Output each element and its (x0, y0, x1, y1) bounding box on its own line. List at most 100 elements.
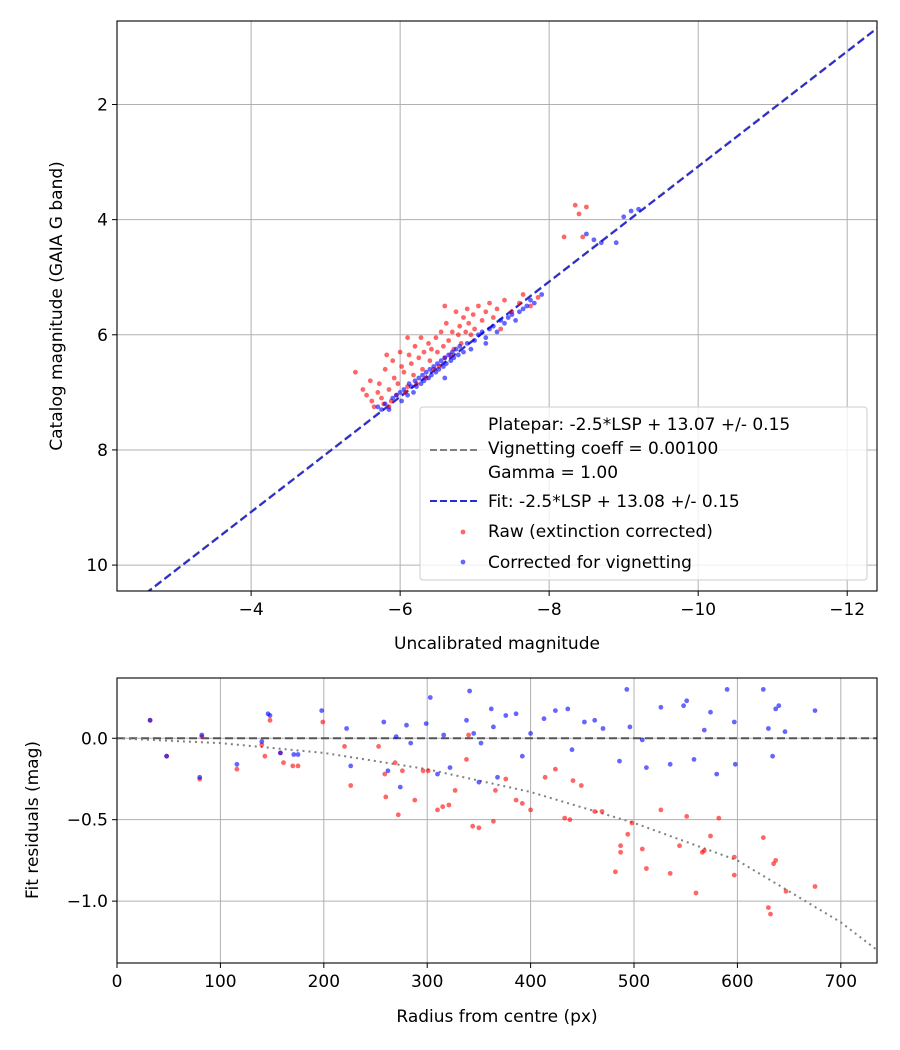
top-point-raw (520, 292, 526, 297)
top-y-tick-label: 10 (86, 556, 108, 576)
top-point-corrected (483, 335, 489, 341)
top-point-raw (382, 366, 388, 372)
bottom-point-corrected (519, 753, 525, 759)
top-point-raw (369, 398, 375, 404)
top-point-corrected (539, 292, 545, 297)
top-point-corrected (443, 361, 449, 366)
bottom-point-raw (613, 869, 618, 875)
bottom-point-corrected (147, 717, 153, 723)
top-point-raw (472, 326, 477, 332)
top-point-corrected (405, 392, 410, 398)
bottom-point-corrected (528, 731, 533, 736)
bottom-point-corrected (812, 708, 818, 713)
bottom-point-raw (618, 843, 623, 849)
bottom-point-raw (625, 831, 631, 837)
residuals-chart: 0 100 200 300 400 500 600 700 0.0 −0.5 −1.0 Radius… (23, 677, 878, 1027)
bottom-point-corrected (278, 750, 283, 756)
bottom-point-corrected (701, 727, 707, 733)
top-point-corrected (490, 323, 496, 329)
top-point-corrected (457, 343, 463, 349)
bottom-point-raw (320, 719, 326, 725)
bottom-point-raw (639, 846, 645, 852)
bottom-point-corrected (408, 740, 414, 746)
top-point-raw (386, 387, 392, 392)
bottom-point-corrected (691, 757, 697, 762)
bottom-y-axis-label: Fit residuals (mag) (23, 741, 43, 899)
top-point-corrected (513, 318, 518, 323)
top-point-raw (466, 320, 472, 326)
bottom-point-raw (677, 843, 682, 849)
top-point-raw (390, 358, 396, 364)
top-point-raw (406, 352, 412, 358)
bottom-point-corrected (714, 771, 720, 777)
bottom-point-corrected (639, 737, 645, 743)
bottom-point-raw (259, 742, 265, 748)
top-point-corrected (426, 375, 431, 381)
top-x-tick-label: −6 (388, 600, 413, 620)
top-point-corrected (436, 366, 442, 372)
top-point-raw (438, 329, 444, 335)
top-y-tick-label: 6 (97, 326, 108, 346)
bottom-point-corrected (731, 719, 737, 725)
bottom-point-raw (281, 760, 286, 766)
top-point-raw (528, 303, 533, 309)
top-point-raw (457, 323, 463, 329)
top-point-raw (384, 352, 390, 358)
bottom-point-raw (420, 768, 426, 774)
bottom-point-corrected (644, 765, 649, 770)
bottom-x-axis-label: Radius from centre (px) (396, 1007, 597, 1027)
bottom-point-corrected (381, 719, 387, 725)
bottom-point-raw (731, 854, 737, 860)
bottom-point-raw (812, 884, 818, 889)
bottom-point-raw (425, 768, 431, 774)
top-point-raw (517, 300, 522, 306)
bottom-point-raw (684, 814, 690, 819)
top-point-corrected (421, 378, 427, 384)
top-y-tick-label: 2 (97, 95, 108, 115)
bottom-x-tick-label: 400 (514, 972, 546, 992)
bottom-point-raw (578, 783, 584, 788)
top-point-corrected (509, 312, 515, 317)
bottom-point-raw (464, 757, 469, 762)
bottom-point-raw (667, 871, 673, 876)
top-point-raw (443, 320, 449, 326)
top-point-raw (461, 315, 466, 320)
bottom-point-corrected (582, 719, 587, 725)
bottom-point-raw (435, 807, 440, 813)
bottom-point-corrected (291, 752, 297, 757)
bottom-point-corrected (385, 768, 391, 774)
top-point-corrected (451, 355, 457, 361)
bottom-point-raw (716, 815, 722, 821)
top-point-corrected (479, 329, 485, 335)
top-point-corrected (438, 358, 444, 364)
bottom-point-corrected (348, 763, 354, 769)
top-point-corrected (423, 369, 429, 375)
bottom-point-corrected (491, 724, 496, 730)
top-point-corrected (418, 381, 424, 387)
bottom-x-tick-label: 500 (618, 972, 650, 992)
top-point-raw (376, 381, 382, 387)
bottom-point-corrected (427, 695, 433, 700)
top-x-tick-label: −10 (680, 600, 716, 620)
bottom-point-raw (519, 801, 525, 806)
bottom-point-corrected (684, 698, 690, 704)
top-point-raw (418, 335, 424, 341)
bottom-point-corrected (478, 740, 484, 746)
bottom-point-raw (731, 872, 737, 878)
bottom-point-corrected (624, 687, 630, 692)
bottom-point-raw (760, 835, 766, 840)
top-point-raw (429, 346, 434, 352)
top-point-raw (397, 349, 403, 355)
top-point-raw (455, 332, 461, 338)
top-point-raw (483, 309, 489, 315)
top-point-corrected (420, 372, 425, 378)
bottom-point-raw (766, 905, 771, 910)
legend-label-gamma: Gamma = 1.00 (488, 463, 618, 483)
bottom-point-raw (542, 774, 548, 780)
bottom-point-raw (570, 778, 576, 783)
top-point-raw (435, 349, 440, 355)
top-point-raw (479, 318, 485, 323)
top-point-corrected (528, 297, 533, 303)
bottom-point-raw (491, 818, 496, 824)
bottom-point-corrected (760, 687, 766, 692)
